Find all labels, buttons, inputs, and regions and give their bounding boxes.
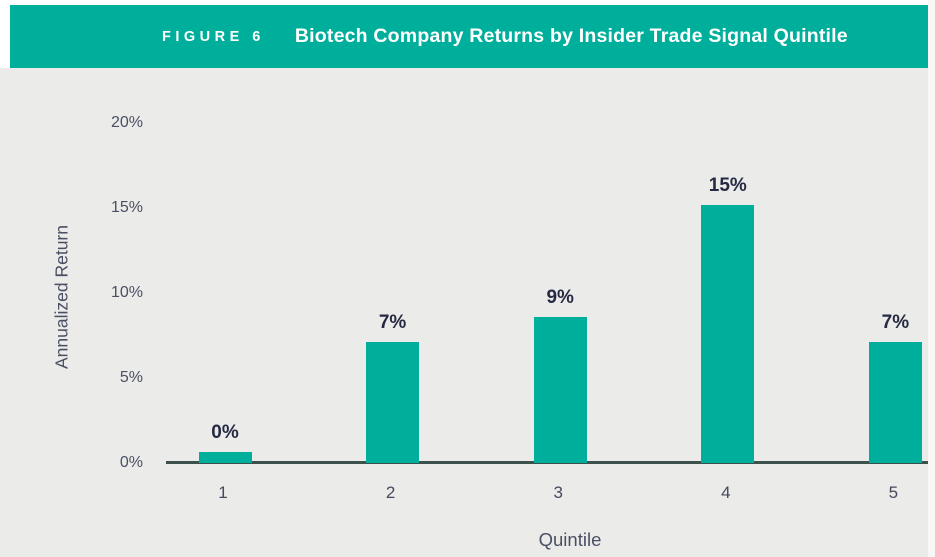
bar-value-label: 7% [881, 312, 910, 333]
y-tick-label: 20% [110, 114, 143, 131]
bar-quintile-2 [366, 342, 420, 463]
x-axis-title: Quintile [538, 529, 602, 550]
y-tick-label: 0% [119, 454, 143, 471]
right-edge-strip [928, 0, 935, 557]
figure-title: Biotech Company Returns by Insider Trade… [294, 25, 848, 47]
bar-quintile-5 [868, 342, 922, 463]
bar-quintile-1 [198, 452, 252, 463]
x-tick-label: 2 [385, 483, 396, 502]
chart-background [0, 68, 928, 557]
x-tick-label: 3 [553, 483, 563, 502]
x-tick-label: 5 [888, 483, 899, 502]
y-tick-label: 15% [110, 199, 143, 216]
bar-value-label: 15% [708, 175, 747, 196]
y-tick-label: 5% [119, 369, 143, 386]
figure-header-band: FIGURE 6 Biotech Company Returns by Insi… [10, 5, 928, 68]
bar-value-label: 9% [546, 287, 574, 308]
bar-quintile-3 [533, 317, 587, 463]
x-tick-label: 4 [721, 483, 731, 502]
bar-value-label: 7% [378, 312, 407, 333]
figure-number-label: FIGURE 6 [162, 28, 265, 45]
x-tick-label: 1 [218, 483, 228, 502]
bar-value-label: 0% [211, 422, 239, 443]
bar-quintile-4 [701, 205, 755, 463]
y-tick-label: 10% [110, 284, 143, 301]
